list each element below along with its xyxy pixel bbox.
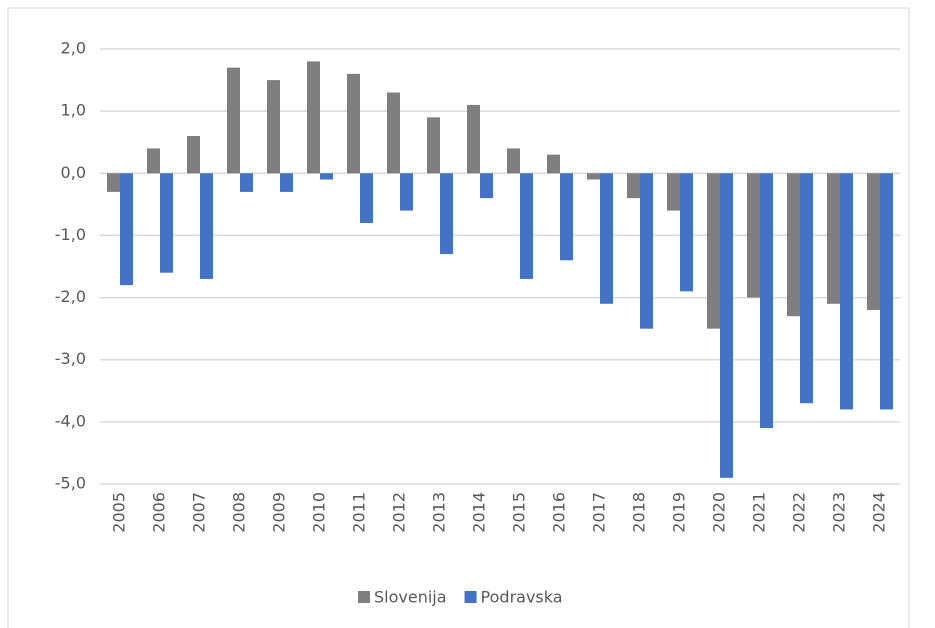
bar xyxy=(400,173,413,211)
bar xyxy=(360,173,373,223)
x-tick-label: 2024 xyxy=(870,492,889,533)
x-tick-label: 2018 xyxy=(630,492,649,533)
x-tick-label: 2023 xyxy=(830,492,849,533)
bar xyxy=(760,173,773,429)
legend-swatch xyxy=(464,591,477,603)
x-tick-label: 2009 xyxy=(270,492,289,533)
x-tick-label: 2021 xyxy=(750,492,769,533)
bar xyxy=(307,61,320,174)
bar xyxy=(347,73,360,174)
bar xyxy=(720,173,733,478)
x-tick-label: 2022 xyxy=(790,492,809,533)
bar xyxy=(387,92,400,174)
bar xyxy=(600,173,613,304)
bar xyxy=(800,173,813,404)
x-tick-label: 2010 xyxy=(310,492,329,533)
bar xyxy=(480,173,493,199)
legend-label: Podravska xyxy=(481,588,563,607)
bar xyxy=(227,67,240,174)
bar xyxy=(467,104,480,174)
bar xyxy=(827,173,840,304)
bar xyxy=(187,136,200,174)
x-tick-label: 2011 xyxy=(350,492,369,533)
y-tick-label: -1,0 xyxy=(55,225,86,244)
bar xyxy=(267,80,280,174)
bar xyxy=(147,148,160,174)
x-tick-label: 2013 xyxy=(430,492,449,533)
bar xyxy=(840,173,853,410)
x-tick-label: 2015 xyxy=(510,492,529,533)
legend-label: Slovenija xyxy=(374,588,447,607)
x-tick-label: 2020 xyxy=(710,492,729,533)
bar xyxy=(507,148,520,174)
x-tick-label: 2019 xyxy=(670,492,689,533)
bar xyxy=(667,173,680,211)
bar xyxy=(280,173,293,192)
legend-swatch xyxy=(358,591,370,603)
bar xyxy=(747,173,760,298)
bar xyxy=(787,173,800,317)
y-tick-label: 0,0 xyxy=(61,163,86,182)
bar xyxy=(240,173,253,192)
x-tick-label: 2008 xyxy=(230,492,249,533)
bar xyxy=(707,173,720,329)
y-tick-label: 2,0 xyxy=(61,39,86,58)
bar xyxy=(627,173,640,199)
bar xyxy=(587,173,600,180)
bar xyxy=(440,173,453,255)
bar xyxy=(880,173,893,410)
bar xyxy=(120,173,133,286)
bar xyxy=(427,117,440,174)
x-tick-label: 2006 xyxy=(150,492,169,533)
bar xyxy=(520,173,533,279)
y-tick-label: -2,0 xyxy=(55,287,86,306)
x-tick-label: 2014 xyxy=(470,492,489,533)
bar xyxy=(640,173,653,329)
x-tick-label: 2012 xyxy=(390,492,409,533)
bar xyxy=(160,173,173,273)
bar xyxy=(320,173,333,180)
x-tick-label: 2005 xyxy=(110,492,129,533)
y-tick-label: -5,0 xyxy=(55,474,86,493)
bar xyxy=(680,173,693,292)
bar xyxy=(560,173,573,261)
bar xyxy=(867,173,880,310)
bar xyxy=(107,173,120,192)
y-tick-label: 1,0 xyxy=(61,101,86,120)
x-tick-label: 2017 xyxy=(590,492,609,533)
x-tick-label: 2016 xyxy=(550,492,569,533)
x-tick-label: 2007 xyxy=(190,492,209,533)
bar xyxy=(200,173,213,279)
chart-frame xyxy=(7,7,910,628)
y-tick-label: -3,0 xyxy=(55,349,86,368)
bar xyxy=(547,154,560,174)
y-tick-label: -4,0 xyxy=(55,411,86,430)
